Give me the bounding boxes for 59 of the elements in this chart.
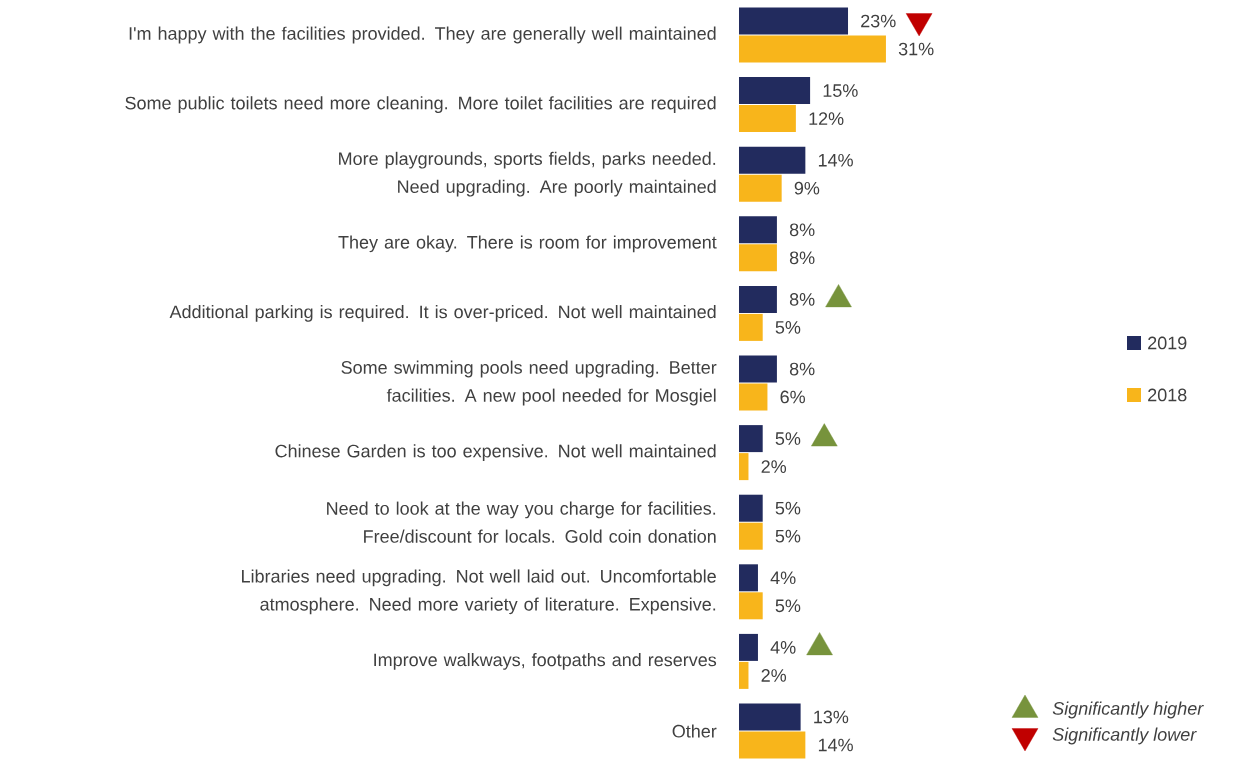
bar	[739, 383, 768, 411]
legend-label: Significantly lower	[1052, 727, 1197, 745]
data-label: 15%	[823, 84, 858, 97]
bar	[739, 633, 758, 661]
bar	[739, 494, 763, 522]
bar	[739, 244, 777, 272]
data-label: 12%	[809, 112, 844, 125]
y-tick-label: Some public toilets need more cleaning. More toilet facilities are required	[125, 96, 716, 113]
bar	[739, 313, 763, 341]
bar	[739, 77, 811, 105]
bar	[739, 355, 777, 383]
y-tick-label: Chinese Garden is too expensive. Not well maintained	[275, 444, 716, 461]
y-tick-label: They are okay. There is room for improvement	[338, 235, 717, 253]
bar	[739, 216, 777, 244]
bar	[739, 731, 806, 759]
legend-label: 2018	[1148, 388, 1187, 402]
bar	[739, 661, 749, 689]
data-label: 9%	[794, 181, 820, 195]
bar	[739, 285, 777, 313]
data-label: 8%	[789, 362, 815, 376]
bar	[739, 592, 763, 620]
data-label: 4%	[770, 571, 796, 585]
bar	[739, 35, 886, 63]
y-tick-label: Improve walkways, footpaths and reserves	[374, 653, 717, 670]
bar	[739, 105, 796, 133]
y-tick-label: Libraries need upgrading. Not well laid out. Uncomfortable atmosphere. Need more variety of literature. Expensive.	[242, 569, 716, 615]
data-label: 8%	[789, 293, 815, 306]
y-tick-label: Some swimming pools need upgrading. Better facilities. A new pool needed for Mosgiel	[341, 360, 717, 406]
bar	[739, 453, 749, 481]
bar	[739, 703, 801, 731]
legend-label: Significantly higher	[1052, 701, 1204, 719]
bar	[739, 146, 806, 174]
data-label: 2%	[761, 460, 787, 473]
data-label: 5%	[775, 529, 801, 543]
y-tick-label: More playgrounds, sports fields, parks needed. Need upgrading. Are poorly maintained	[339, 151, 716, 197]
y-tick-label: Other	[672, 724, 717, 738]
bar	[739, 522, 763, 550]
data-label: 4%	[770, 641, 796, 654]
data-label: 5%	[775, 501, 801, 515]
data-label: 5%	[775, 321, 801, 334]
data-label: 31%	[898, 42, 934, 56]
legend-label: 2019	[1148, 336, 1187, 350]
y-tick-label: Need to look at the way you charge for facilities. Free/discount for locals. Gold coin donation	[327, 501, 716, 543]
data-label: 2%	[761, 669, 787, 682]
data-label: 13%	[814, 710, 849, 724]
data-label: 14%	[818, 153, 853, 167]
y-tick-label: Additional parking is required. It is over-priced. Not well maintained	[169, 305, 716, 322]
data-label: 5%	[775, 432, 801, 445]
bar	[739, 425, 763, 453]
data-label: 8%	[789, 223, 815, 237]
data-label: 23%	[861, 14, 896, 28]
data-label: 14%	[818, 738, 853, 752]
bar	[739, 174, 782, 202]
data-label: 8%	[789, 251, 815, 265]
data-label: 5%	[775, 599, 801, 613]
bar	[739, 564, 758, 592]
data-label: 6%	[780, 390, 806, 404]
y-tick-label: I'm happy with the facilities provided. They are generally well maintained	[129, 26, 716, 44]
bar	[739, 7, 849, 35]
